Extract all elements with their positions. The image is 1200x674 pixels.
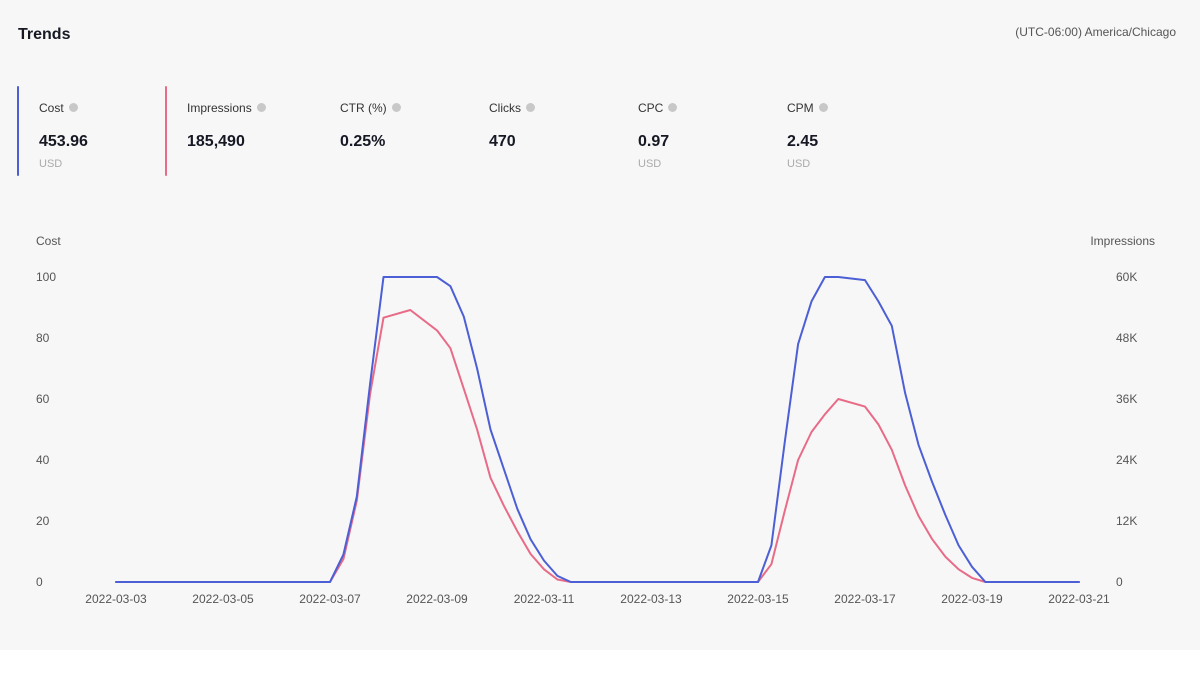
metric-card-cpm[interactable]: CPM 2.45 USD: [765, 86, 905, 176]
x-tick-label: 2022-03-17: [834, 592, 896, 606]
x-tick-label: 2022-03-13: [620, 592, 682, 606]
metric-card-clicks[interactable]: Clicks 470: [467, 86, 607, 176]
x-tick-label: 2022-03-07: [299, 592, 361, 606]
metric-card-ctr[interactable]: CTR (%) 0.25%: [318, 86, 458, 176]
left-axis-ticks: 0 20 40 60 80 100: [36, 270, 56, 589]
metric-unit: USD: [787, 158, 811, 170]
y-right-tick-label: 48K: [1116, 331, 1137, 345]
right-axis-label: Impressions: [1090, 234, 1155, 248]
metric-value: 185,490: [187, 133, 245, 150]
metrics-row: Cost 453.96 USD Impressions 185,490 CTR …: [17, 86, 1017, 176]
x-axis-ticks: 2022-03-03 2022-03-05 2022-03-07 2022-03-09…: [85, 592, 1110, 606]
x-tick-label: 2022-03-09: [406, 592, 468, 606]
trends-line-chart[interactable]: Cost Impressions 0 20 40 60 80 100 0 12K 24K 36K…: [0, 225, 1200, 625]
info-icon[interactable]: [526, 103, 535, 112]
metric-label: CPM: [787, 101, 814, 115]
x-tick-label: 2022-03-05: [192, 592, 254, 606]
metric-label: CTR (%): [340, 101, 387, 115]
metric-value: 0.25%: [340, 133, 386, 150]
y-right-tick-label: 24K: [1116, 453, 1137, 467]
metric-unit: USD: [638, 158, 662, 170]
metric-value: 2.45: [787, 133, 819, 150]
series-line-impressions[interactable]: [115, 309, 1080, 583]
series-layer: [115, 276, 1080, 583]
metric-card-impressions[interactable]: Impressions 185,490: [165, 86, 305, 176]
info-icon[interactable]: [668, 103, 678, 112]
page-title: Trends: [18, 26, 71, 43]
metric-indicator-cost: [17, 86, 19, 176]
right-axis-ticks: 0 12K 24K 36K 48K 60K: [1116, 270, 1137, 589]
metric-label: Impressions: [187, 101, 252, 115]
timezone-label[interactable]: (UTC-06:00) America/Chicago: [1015, 25, 1176, 39]
y-right-tick-label: 12K: [1116, 514, 1137, 528]
left-axis-label: Cost: [36, 234, 61, 248]
y-left-tick-label: 100: [36, 270, 56, 284]
info-icon[interactable]: [256, 103, 266, 112]
info-icon[interactable]: [818, 103, 828, 112]
metric-unit: USD: [39, 158, 63, 170]
x-tick-label: 2022-03-21: [1048, 592, 1110, 606]
y-left-tick-label: 0: [36, 575, 43, 589]
trends-panel: Trends (UTC-06:00) America/Chicago Cost …: [0, 25, 1200, 625]
y-left-tick-label: 40: [36, 453, 50, 467]
metric-card-cost[interactable]: Cost 453.96 USD: [17, 86, 157, 176]
info-icon[interactable]: [391, 103, 401, 112]
info-icon[interactable]: [68, 103, 78, 112]
x-tick-label: 2022-03-11: [514, 592, 575, 606]
x-tick-label: 2022-03-19: [941, 592, 1003, 606]
x-tick-label: 2022-03-15: [727, 592, 789, 606]
y-left-tick-label: 60: [36, 392, 50, 406]
y-right-tick-label: 0: [1116, 575, 1123, 589]
metric-value: 0.97: [638, 133, 670, 150]
y-right-tick-label: 60K: [1116, 270, 1137, 284]
y-left-tick-label: 80: [36, 331, 50, 345]
metric-label: Clicks: [489, 101, 521, 115]
metric-indicator-impressions: [165, 86, 167, 176]
series-line-cost[interactable]: [115, 276, 1080, 583]
metric-value: 453.96: [39, 133, 88, 150]
metric-label: CPC: [638, 101, 664, 115]
metric-value: 470: [489, 133, 516, 150]
y-left-tick-label: 20: [36, 514, 50, 528]
metric-card-cpc[interactable]: CPC 0.97 USD: [616, 86, 756, 176]
metric-label: Cost: [39, 101, 64, 115]
y-right-tick-label: 36K: [1116, 392, 1137, 406]
x-tick-label: 2022-03-03: [85, 592, 147, 606]
